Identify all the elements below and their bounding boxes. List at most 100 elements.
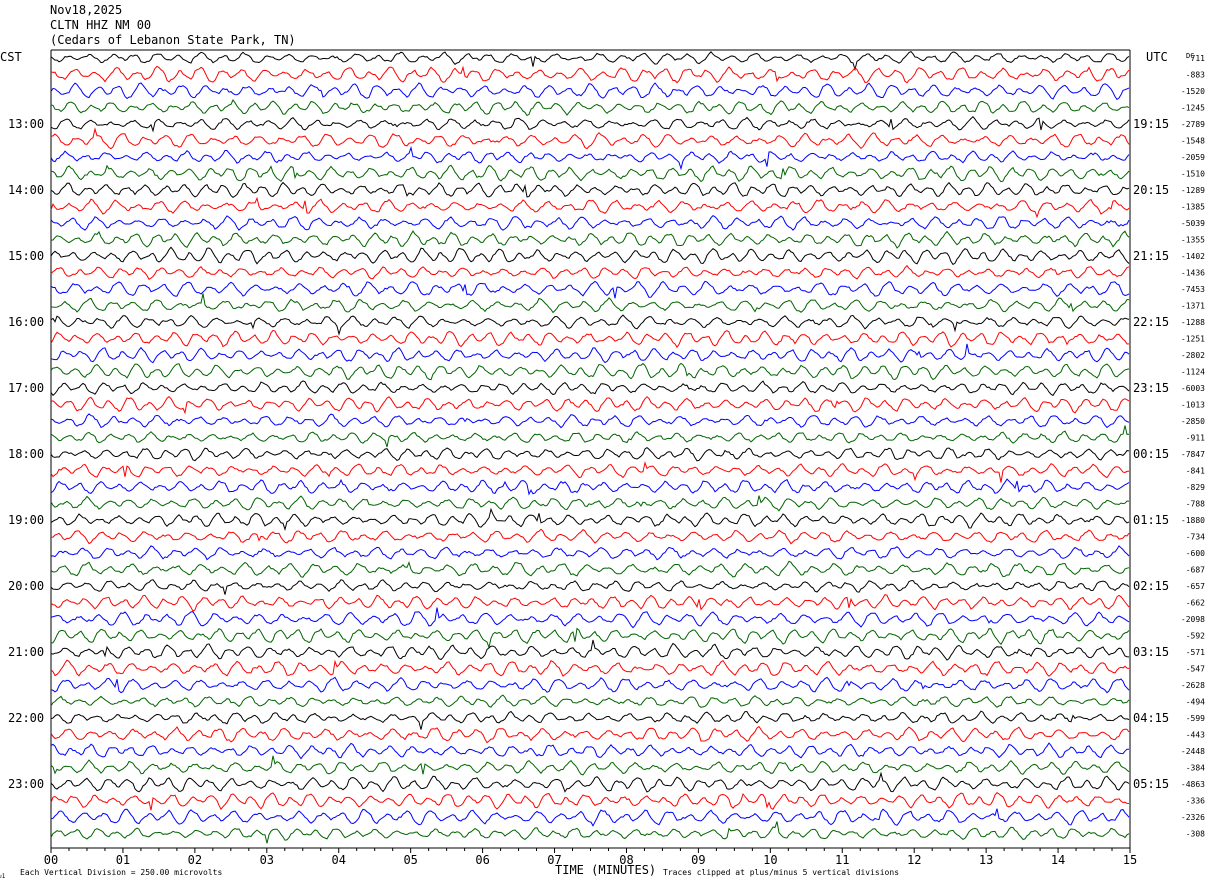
trace-row-9 [50, 181, 1130, 199]
trace-row-48 [50, 821, 1130, 844]
dc-offset-label: -599 [1186, 714, 1205, 723]
trace-row-3 [50, 82, 1130, 101]
dc-offset-label: -443 [1186, 731, 1205, 740]
trace-row-32 [50, 560, 1130, 578]
trace-row-16 [50, 293, 1129, 314]
trace-row-47 [50, 808, 1130, 827]
trace-row-35 [50, 607, 1130, 629]
dc-offset-label: -841 [1186, 467, 1205, 476]
trace-row-24 [50, 425, 1130, 448]
dc-offset-label: -5039 [1181, 219, 1205, 228]
trace-row-5 [50, 115, 1130, 133]
cst-time-label: 16:00 [8, 315, 44, 329]
dc-offset-label: -2326 [1181, 813, 1205, 822]
dc-offset-label: -1288 [1181, 318, 1205, 327]
dc-offset-label: -2850 [1181, 417, 1205, 426]
dc-offset-label: -2448 [1181, 747, 1205, 756]
dc-offset-label: -911 [1186, 434, 1205, 443]
utc-time-labels: 19:15 20:15 21:15 22:15 23:15 00:15 01:15 02:15… [1133, 117, 1169, 791]
trace-row-1 [50, 50, 1130, 72]
trace-row-45 [50, 771, 1130, 793]
trace-row-6 [50, 127, 1130, 150]
utc-time-label: 00:15 [1133, 447, 1169, 461]
trace-row-8 [50, 164, 1130, 183]
trace-row-21 [50, 380, 1130, 397]
dc-offset-label: -592 [1186, 632, 1205, 641]
trace-row-11 [50, 214, 1130, 231]
trace-row-27 [50, 478, 1130, 496]
trace-row-10 [50, 196, 1130, 219]
dc-offset-label: -384 [1186, 764, 1205, 773]
trace-row-38 [50, 659, 1130, 677]
cst-time-label: 19:00 [8, 513, 44, 527]
x-tick-label: 08 [619, 853, 633, 867]
dc-offset-label: -1520 [1181, 87, 1205, 96]
x-tick-label: 04 [332, 853, 346, 867]
cst-time-label: 14:00 [8, 183, 44, 197]
dc-offset-label: -336 [1186, 797, 1205, 806]
trace-row-17 [50, 314, 1130, 336]
utc-time-label: 05:15 [1133, 777, 1169, 791]
utc-time-label: 04:15 [1133, 711, 1169, 725]
cst-time-label: 23:00 [8, 777, 44, 791]
trace-row-2 [50, 65, 1130, 84]
utc-time-label: 22:15 [1133, 315, 1169, 329]
left-timezone-label: CST [0, 50, 22, 64]
dc-offset-label: -1510 [1181, 170, 1205, 179]
x-tick-label: 01 [116, 853, 130, 867]
trace-row-12 [50, 230, 1130, 249]
x-tick-label: 03 [260, 853, 274, 867]
dc-offset-labels: 711 -883 -1520 -1245 -2789 -1548 -2059 -1510 -12… [1181, 54, 1205, 839]
x-tick-label: 00 [44, 853, 58, 867]
utc-time-label: 01:15 [1133, 513, 1169, 527]
dc-offset-label: -547 [1186, 665, 1205, 674]
trace-row-46 [50, 792, 1130, 811]
dc-offset-label: -1548 [1181, 137, 1205, 146]
trace-row-25 [50, 446, 1130, 462]
utc-time-label: 02:15 [1133, 579, 1169, 593]
trace-row-23 [50, 413, 1130, 429]
utc-time-label: 19:15 [1133, 117, 1169, 131]
x-tick-label: 13 [979, 853, 993, 867]
dc-offset-label: -734 [1186, 533, 1205, 542]
dc-offset-label: -657 [1186, 582, 1205, 591]
dc-offset-label: -2059 [1181, 153, 1205, 162]
scale-note: Each Vertical Division = 250.00 microvol… [20, 868, 222, 877]
x-tick-label: 15 [1123, 853, 1137, 867]
x-tick-label: 09 [691, 853, 705, 867]
utc-time-label: 20:15 [1133, 183, 1169, 197]
x-tick-label: 07 [547, 853, 561, 867]
dc-offset-label: -1436 [1181, 269, 1205, 278]
x-axis-ticks: 00 01 02 03 04 05 06 07 08 09 10 11 12 13 14 15 [44, 848, 1137, 867]
trace-row-26 [50, 461, 1130, 483]
cst-time-label: 17:00 [8, 381, 44, 395]
cst-time-label: 21:00 [8, 645, 44, 659]
cst-time-label: 15:00 [8, 249, 44, 263]
trace-row-37 [50, 639, 1130, 661]
dc-offset-label: -1013 [1181, 401, 1205, 410]
dc-offset-label: -308 [1186, 830, 1205, 839]
clip-note: Traces clipped at plus/minus 5 vertical … [663, 868, 899, 877]
dc-offset-label: -1371 [1181, 302, 1205, 311]
dc-offset-label: -1385 [1181, 203, 1205, 212]
cst-time-label: 22:00 [8, 711, 44, 725]
x-tick-label: 10 [763, 853, 777, 867]
dc-offset-label: 711 [1191, 54, 1206, 63]
trace-row-34 [50, 593, 1130, 612]
dc-offset-label: -2789 [1181, 120, 1205, 129]
dc-offset-label: -2628 [1181, 681, 1205, 690]
x-tick-label: 14 [1051, 853, 1065, 867]
x-tick-label: 12 [907, 853, 921, 867]
cst-time-label: 13:00 [8, 117, 44, 131]
dc-offset-label: -829 [1186, 483, 1205, 492]
dc-offset-label: -1402 [1181, 252, 1205, 261]
corner-mark: ᴊ1 [0, 873, 6, 880]
trace-row-31 [50, 545, 1130, 561]
seismic-traces [50, 50, 1130, 844]
trace-row-41 [50, 710, 1130, 730]
dc-offset-label: -7453 [1181, 285, 1205, 294]
dc-offset-label: -7847 [1181, 450, 1205, 459]
dc-offset-label: -2098 [1181, 615, 1205, 624]
trace-row-19 [50, 343, 1130, 364]
dc-offset-label: -1251 [1181, 335, 1205, 344]
